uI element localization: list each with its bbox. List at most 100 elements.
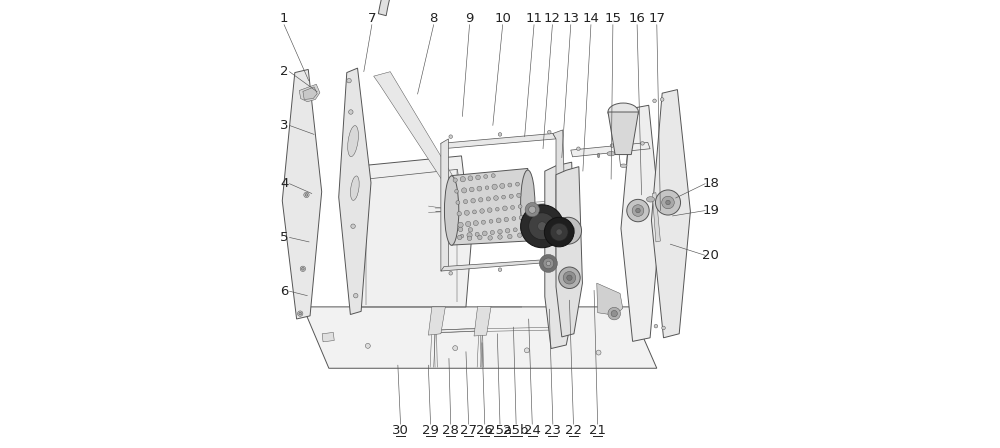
Circle shape (467, 236, 472, 241)
Polygon shape (339, 68, 371, 314)
Ellipse shape (521, 170, 535, 239)
Circle shape (302, 267, 304, 270)
Circle shape (365, 343, 370, 349)
Circle shape (503, 206, 507, 211)
Polygon shape (349, 156, 471, 307)
Polygon shape (553, 130, 566, 259)
Circle shape (521, 205, 564, 248)
Text: 28: 28 (442, 423, 459, 437)
Polygon shape (441, 134, 556, 149)
Circle shape (453, 178, 457, 182)
Circle shape (519, 215, 524, 220)
Circle shape (305, 194, 308, 196)
Ellipse shape (348, 125, 358, 157)
Ellipse shape (444, 176, 459, 246)
Polygon shape (571, 142, 650, 157)
Circle shape (509, 194, 513, 198)
Circle shape (460, 234, 464, 238)
Circle shape (518, 205, 522, 208)
Text: 14: 14 (583, 12, 599, 26)
Polygon shape (452, 168, 528, 245)
Polygon shape (441, 139, 448, 271)
Circle shape (463, 199, 468, 204)
Text: 4: 4 (280, 177, 288, 190)
Circle shape (508, 183, 512, 187)
Circle shape (538, 222, 547, 231)
Circle shape (478, 235, 482, 240)
Circle shape (559, 267, 580, 289)
Circle shape (468, 176, 473, 181)
Circle shape (636, 208, 640, 213)
Circle shape (666, 200, 670, 205)
Circle shape (539, 254, 557, 272)
Text: 1: 1 (280, 12, 288, 26)
Text: 20: 20 (702, 249, 719, 262)
Ellipse shape (646, 197, 655, 202)
Text: 11: 11 (526, 12, 543, 26)
Circle shape (524, 348, 529, 353)
Circle shape (492, 184, 497, 190)
Circle shape (480, 209, 484, 213)
Circle shape (471, 198, 475, 203)
Circle shape (662, 196, 674, 209)
Circle shape (488, 236, 492, 240)
Circle shape (469, 187, 474, 192)
Circle shape (482, 231, 487, 236)
Polygon shape (474, 306, 491, 336)
Circle shape (502, 195, 506, 199)
Circle shape (489, 220, 493, 223)
Circle shape (517, 193, 521, 198)
Polygon shape (608, 112, 638, 155)
Polygon shape (322, 332, 334, 342)
Circle shape (491, 174, 495, 177)
Circle shape (511, 206, 514, 209)
Polygon shape (651, 90, 690, 338)
Text: 29: 29 (422, 423, 439, 437)
Circle shape (529, 213, 556, 240)
Circle shape (641, 142, 644, 145)
Polygon shape (378, 0, 573, 16)
Circle shape (508, 234, 512, 239)
Circle shape (550, 223, 568, 241)
Circle shape (476, 175, 480, 180)
Text: 19: 19 (702, 204, 719, 217)
Circle shape (608, 307, 621, 320)
Circle shape (468, 228, 473, 232)
Ellipse shape (607, 151, 615, 156)
Circle shape (484, 175, 488, 178)
Text: 15: 15 (604, 12, 621, 26)
Polygon shape (374, 72, 469, 208)
Polygon shape (621, 105, 660, 341)
Text: 16: 16 (629, 12, 646, 26)
Circle shape (498, 235, 502, 239)
Circle shape (453, 346, 458, 350)
Circle shape (529, 206, 536, 213)
Circle shape (347, 78, 351, 83)
Circle shape (462, 188, 467, 193)
Circle shape (456, 201, 460, 204)
Circle shape (349, 110, 353, 114)
Circle shape (611, 310, 617, 317)
Text: 2: 2 (280, 65, 288, 78)
Circle shape (496, 218, 501, 223)
Text: 12: 12 (544, 12, 561, 26)
Circle shape (525, 202, 539, 217)
Circle shape (300, 266, 306, 271)
Circle shape (481, 220, 485, 224)
Text: 18: 18 (702, 177, 719, 190)
Circle shape (354, 293, 358, 298)
Text: 17: 17 (648, 12, 665, 26)
Circle shape (486, 197, 490, 201)
Circle shape (466, 221, 471, 227)
Circle shape (490, 230, 494, 235)
Text: 22: 22 (565, 423, 582, 437)
Text: 25a: 25a (487, 423, 513, 437)
Circle shape (467, 233, 472, 238)
Text: 21: 21 (589, 423, 606, 437)
Circle shape (520, 226, 526, 232)
Polygon shape (428, 307, 445, 335)
Circle shape (543, 258, 554, 269)
Circle shape (556, 229, 562, 235)
Circle shape (487, 208, 492, 212)
Circle shape (512, 217, 516, 220)
